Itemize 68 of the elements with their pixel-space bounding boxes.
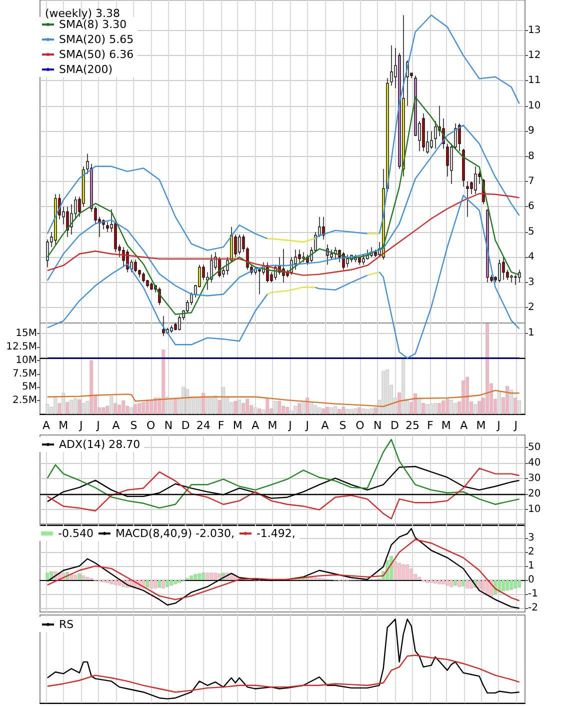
legend-label: SMA(20) 5.65 — [59, 33, 134, 46]
y-tick-label: 20 — [528, 488, 541, 500]
legend-label: -0.540 — [58, 527, 94, 540]
legend-label: SMA(8) 3.30 — [59, 18, 127, 31]
y-tick-label: 12.5M — [6, 342, 37, 353]
y-tick-label: 1 — [528, 327, 534, 338]
legend-label: ADX(14) 28.70 — [59, 438, 140, 451]
y-tick-label: 50 — [528, 442, 541, 453]
x-tick-label: J — [78, 419, 83, 432]
y-tick-label: 7.5M — [12, 368, 37, 380]
y-tick-label: 10M — [16, 354, 37, 366]
x-tick-label: A — [42, 419, 51, 432]
x-tick-label: M — [476, 419, 486, 432]
y-tick-label: 11 — [528, 75, 541, 86]
legend-label: SMA(200) — [59, 63, 113, 76]
y-tick-label: 9 — [528, 126, 534, 137]
x-tick-label: F — [218, 419, 224, 432]
x-tick-label: N — [164, 419, 173, 432]
legend-label: SMA(50) 6.36 — [59, 48, 134, 61]
y-tick-label: 2 — [528, 546, 534, 558]
y-tick-label: 30 — [528, 472, 541, 484]
y-tick-label: 5 — [528, 226, 534, 238]
y-tick-label: -2 — [528, 602, 538, 614]
x-tick-label: M — [441, 419, 451, 432]
y-tick-label: 3 — [528, 532, 534, 544]
y-tick-label: 10 — [528, 100, 541, 112]
legend-label: RS — [59, 618, 74, 631]
y-tick-label: 2 — [528, 302, 534, 314]
x-tick-label: J — [96, 419, 100, 432]
x-tick-label: M — [268, 419, 278, 432]
x-tick-label: J — [304, 419, 309, 432]
y-tick-label: 8 — [528, 150, 534, 162]
x-tick-label: D — [181, 419, 190, 432]
text: (weekly) 3.38 — [45, 7, 120, 20]
x-tick-label: O — [146, 419, 156, 432]
legend-label: MACD(8,40,9) -2.030, — [115, 527, 234, 540]
y-tick-label: 15M — [16, 328, 37, 340]
x-tick-label: M — [232, 419, 242, 432]
x-tick-label: 24 — [196, 419, 210, 432]
y-tick-label: 5M — [22, 382, 37, 393]
y-tick-label: 2.5M — [12, 395, 37, 406]
y-tick-label: 12 — [528, 50, 541, 61]
x-tick-label: O — [356, 419, 365, 432]
x-tick-label: A — [321, 419, 330, 432]
y-tick-label: 0 — [528, 574, 534, 586]
y-tick-label: 1 — [528, 560, 534, 572]
x-tick-label: A — [112, 419, 120, 432]
x-tick-label: N — [374, 419, 382, 432]
x-tick-label: F — [427, 419, 434, 432]
y-tick-label: 10 — [528, 504, 541, 515]
y-tick-label: 3 — [528, 276, 534, 288]
x-tick-label: M — [58, 419, 68, 432]
y-tick-label: 7 — [528, 176, 534, 188]
x-tick-label: S — [339, 419, 346, 432]
legend-label: -1.492, — [256, 527, 296, 540]
y-tick-label: 40 — [528, 457, 541, 468]
x-tick-label: A — [460, 419, 468, 432]
x-tick-label: J — [496, 419, 500, 432]
y-tick-label: 4 — [528, 252, 534, 263]
y-tick-label: 13 — [528, 24, 541, 36]
x-tick-label: J — [513, 419, 518, 432]
x-tick-label: J — [288, 419, 292, 432]
y-tick-label: 6 — [528, 201, 534, 212]
x-tick-label: D — [390, 419, 399, 432]
y-tick-label: -1 — [528, 588, 538, 600]
x-tick-label: A — [252, 419, 260, 432]
x-tick-label: S — [130, 419, 138, 432]
x-tick-label: 25 — [405, 419, 420, 432]
